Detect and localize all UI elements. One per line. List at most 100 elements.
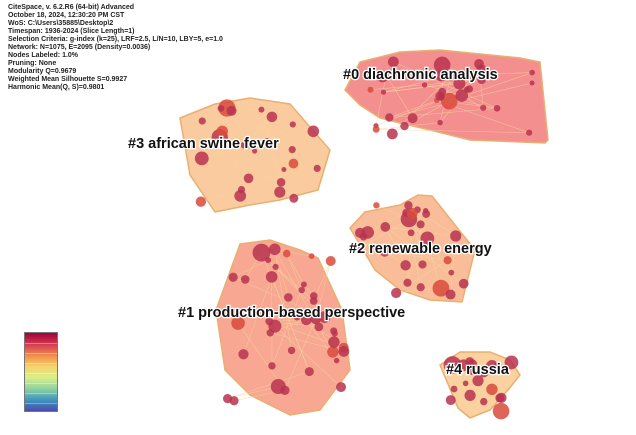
reference-node[interactable]	[252, 148, 258, 154]
reference-node[interactable]	[287, 346, 296, 355]
cluster-label[interactable]: #1 production-based perspective	[177, 304, 407, 323]
reference-node[interactable]	[265, 317, 274, 326]
reference-node[interactable]	[314, 322, 324, 332]
cluster-label[interactable]: #3 african swine fever	[127, 135, 281, 154]
reference-node[interactable]	[373, 202, 380, 209]
reference-node[interactable]	[293, 313, 301, 321]
reference-node[interactable]	[198, 117, 206, 125]
reference-node[interactable]	[418, 260, 427, 269]
reference-node[interactable]	[234, 189, 247, 202]
reference-node[interactable]	[355, 227, 366, 238]
reference-node[interactable]	[496, 392, 507, 403]
reference-node[interactable]	[336, 382, 347, 393]
reference-node[interactable]	[272, 263, 279, 270]
reference-node[interactable]	[437, 119, 443, 126]
reference-node[interactable]	[309, 292, 318, 300]
reference-node[interactable]	[281, 166, 287, 172]
reference-node[interactable]	[453, 77, 466, 90]
reference-node[interactable]	[298, 286, 305, 294]
reference-node[interactable]	[231, 316, 245, 330]
cluster-label[interactable]: #2 renewable energy	[348, 240, 493, 259]
reference-node[interactable]	[289, 193, 299, 203]
reference-node[interactable]	[440, 92, 458, 110]
reference-node[interactable]	[486, 360, 498, 372]
reference-node[interactable]	[238, 349, 249, 360]
reference-node[interactable]	[486, 383, 498, 396]
reference-node[interactable]	[443, 73, 449, 79]
reference-node[interactable]	[195, 196, 207, 207]
reference-node[interactable]	[325, 256, 336, 267]
reference-node[interactable]	[252, 243, 271, 262]
reference-node[interactable]	[265, 271, 278, 283]
reference-node[interactable]	[465, 357, 475, 367]
reference-node[interactable]	[438, 87, 447, 96]
reference-node[interactable]	[400, 260, 411, 271]
reference-node[interactable]	[222, 394, 233, 404]
reference-node[interactable]	[407, 229, 415, 237]
reference-node[interactable]	[386, 128, 398, 140]
reference-node[interactable]	[385, 113, 394, 122]
reference-node[interactable]	[266, 111, 278, 123]
reference-node[interactable]	[301, 314, 312, 326]
reference-node[interactable]	[258, 106, 265, 113]
reference-node[interactable]	[228, 272, 238, 282]
cluster-label[interactable]: #0 diachronic analysis	[342, 66, 499, 85]
reference-node[interactable]	[407, 113, 418, 124]
reference-node[interactable]	[400, 121, 409, 131]
reference-node[interactable]	[433, 56, 451, 74]
reference-node[interactable]	[270, 379, 286, 395]
reference-node[interactable]	[276, 177, 286, 187]
reference-node[interactable]	[263, 137, 271, 145]
reference-node[interactable]	[333, 357, 340, 364]
reference-node[interactable]	[313, 164, 321, 172]
reference-node[interactable]	[284, 293, 293, 302]
reference-node[interactable]	[216, 125, 228, 138]
reference-node[interactable]	[367, 86, 374, 93]
reference-node[interactable]	[307, 125, 320, 138]
reference-node[interactable]	[268, 362, 276, 370]
reference-node[interactable]	[288, 145, 296, 154]
reference-node[interactable]	[529, 80, 535, 86]
reference-node[interactable]	[372, 125, 380, 133]
reference-node[interactable]	[403, 278, 412, 287]
reference-node[interactable]	[462, 380, 469, 387]
reference-node[interactable]	[237, 185, 246, 194]
reference-node[interactable]	[318, 311, 331, 324]
reference-node[interactable]	[338, 346, 350, 357]
reference-node[interactable]	[404, 201, 413, 210]
reference-node[interactable]	[243, 173, 254, 184]
reference-node[interactable]	[458, 278, 469, 289]
reference-node[interactable]	[331, 330, 338, 337]
reference-node[interactable]	[476, 64, 488, 76]
reference-node[interactable]	[464, 389, 476, 402]
reference-node[interactable]	[450, 230, 462, 242]
reference-node[interactable]	[310, 313, 322, 325]
reference-node[interactable]	[421, 82, 428, 88]
cluster-label[interactable]: #4 russia	[445, 361, 511, 380]
reference-node[interactable]	[448, 269, 455, 276]
cluster-hull[interactable]	[349, 194, 476, 303]
reference-node[interactable]	[432, 279, 450, 297]
reference-node[interactable]	[304, 367, 314, 377]
reference-node[interactable]	[529, 69, 535, 76]
reference-node[interactable]	[445, 395, 456, 406]
reference-node[interactable]	[443, 356, 462, 374]
reference-node[interactable]	[355, 245, 361, 252]
reference-node[interactable]	[194, 151, 209, 166]
reference-node[interactable]	[480, 397, 488, 406]
reference-node[interactable]	[423, 207, 429, 214]
reference-node[interactable]	[379, 247, 390, 257]
reference-node[interactable]	[493, 104, 501, 112]
reference-node[interactable]	[435, 70, 447, 82]
reference-node[interactable]	[274, 186, 286, 198]
reference-node[interactable]	[420, 231, 435, 246]
reference-node[interactable]	[244, 141, 252, 149]
reference-node[interactable]	[300, 281, 307, 288]
reference-node[interactable]	[387, 56, 399, 68]
reference-node[interactable]	[226, 105, 237, 116]
reference-node[interactable]	[289, 121, 296, 128]
reference-node[interactable]	[327, 346, 339, 358]
reference-node[interactable]	[450, 385, 458, 393]
reference-node[interactable]	[504, 355, 519, 370]
